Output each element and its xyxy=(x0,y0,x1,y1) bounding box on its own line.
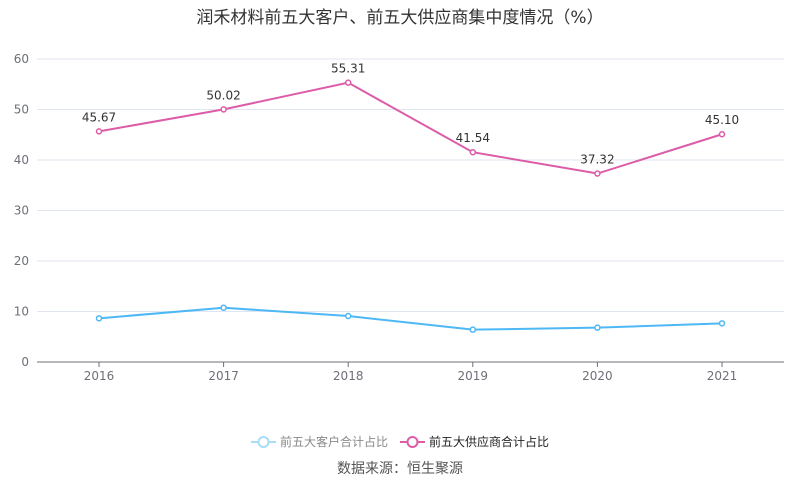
data-point xyxy=(95,315,103,322)
legend-line-circle-icon xyxy=(250,435,276,448)
y-tick-label: 50 xyxy=(14,103,29,117)
y-tick-label: 0 xyxy=(21,355,29,369)
data-point xyxy=(718,320,726,327)
data-point xyxy=(220,304,227,311)
data-point xyxy=(469,148,477,156)
data-point xyxy=(594,170,601,177)
line-chart: 0 10 20 30 40 50 60 2016 2017 2018 2019 2020 2021 45.… xyxy=(14,52,784,383)
y-tick-label: 60 xyxy=(14,52,29,66)
data-point xyxy=(220,106,227,113)
data-point xyxy=(469,326,477,333)
legend-label: 前五大供应商合计占比 xyxy=(429,435,550,449)
data-point xyxy=(344,312,352,320)
x-tick-label: 2019 xyxy=(458,369,489,383)
legend: 前五大客户合计占比 前五大供应商合计占比 xyxy=(0,433,800,450)
data-label: 50.02 xyxy=(206,88,240,102)
data-point xyxy=(95,128,103,135)
x-tick-label: 2018 xyxy=(333,369,364,383)
x-tick-label: 2021 xyxy=(707,369,738,383)
series-line xyxy=(98,306,723,331)
legend-item[interactable]: 前五大客户合计占比 xyxy=(250,433,388,450)
series-line xyxy=(98,81,723,175)
data-label: 37.32 xyxy=(580,153,614,167)
legend-label: 前五大客户合计占比 xyxy=(279,435,388,449)
x-tick-label: 2016 xyxy=(84,369,115,383)
y-tick-label: 30 xyxy=(14,204,29,218)
data-point xyxy=(344,79,352,86)
y-tick-label: 40 xyxy=(14,153,29,167)
data-label: 45.67 xyxy=(82,110,116,124)
data-label: 55.31 xyxy=(331,62,365,76)
x-tick-label: 2017 xyxy=(208,369,239,383)
x-tick-label: 2020 xyxy=(582,369,613,383)
legend-item[interactable]: 前五大供应商合计占比 xyxy=(400,433,549,450)
chart-title: 润禾材料前五大客户、前五大供应商集中度情况（%） xyxy=(196,8,604,28)
data-point xyxy=(718,130,726,138)
data-point xyxy=(594,324,601,331)
y-tick-label: 20 xyxy=(14,254,29,268)
legend-line-circle-icon xyxy=(400,435,425,448)
source-note: 数据来源：恒生聚源 xyxy=(337,461,463,477)
y-tick-label: 10 xyxy=(14,305,29,319)
data-label: 45.10 xyxy=(705,113,739,127)
data-label: 41.54 xyxy=(456,131,490,145)
